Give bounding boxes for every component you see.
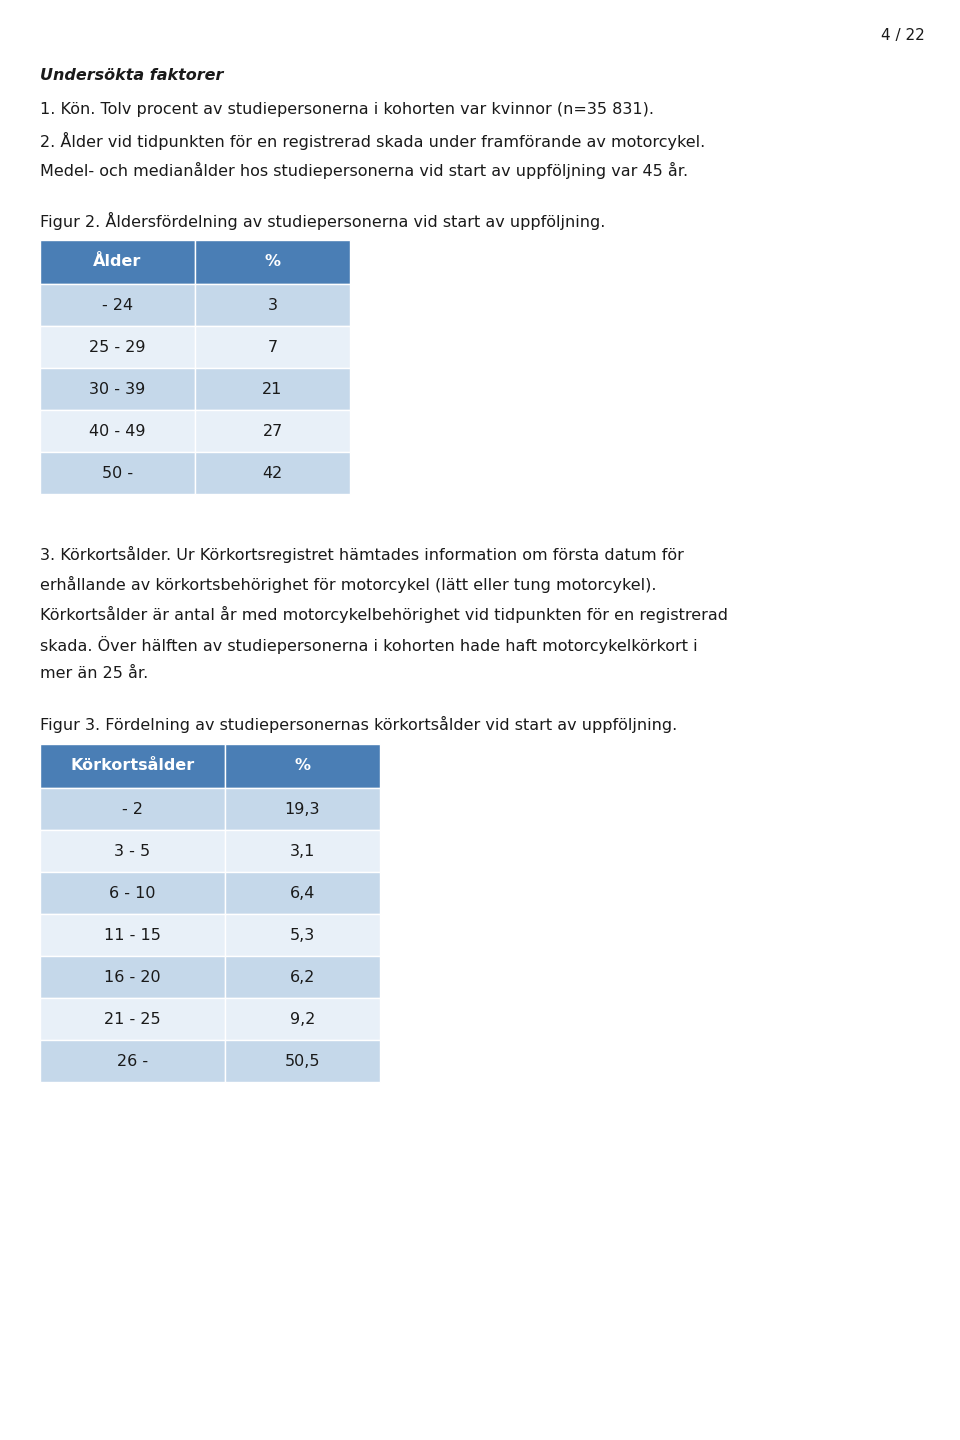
Text: %: % <box>265 255 280 269</box>
Bar <box>40 1040 225 1081</box>
Text: 3 - 5: 3 - 5 <box>114 844 151 858</box>
Bar <box>225 998 380 1040</box>
Text: Undersökta faktorer: Undersökta faktorer <box>40 68 224 84</box>
Text: 16 - 20: 16 - 20 <box>105 969 161 985</box>
Text: 3. Körkortsålder. Ur Körkortsregistret hämtades information om första datum för: 3. Körkortsålder. Ur Körkortsregistret h… <box>40 546 684 563</box>
Text: 30 - 39: 30 - 39 <box>89 382 146 396</box>
Text: - 24: - 24 <box>102 298 133 312</box>
Bar <box>195 452 350 494</box>
Text: 19,3: 19,3 <box>285 802 321 816</box>
Bar <box>195 325 350 369</box>
Text: Figur 3. Fördelning av studiepersonernas körkortsålder vid start av uppföljning.: Figur 3. Fördelning av studiepersonernas… <box>40 716 677 733</box>
Text: - 2: - 2 <box>122 802 143 816</box>
Bar <box>195 369 350 410</box>
Text: 27: 27 <box>262 423 282 439</box>
Bar <box>195 410 350 452</box>
Text: 9,2: 9,2 <box>290 1011 315 1027</box>
Text: mer än 25 år.: mer än 25 år. <box>40 665 148 681</box>
Text: 4 / 22: 4 / 22 <box>881 27 925 43</box>
Text: Körkortsålder är antal år med motorcykelbehörighet vid tidpunkten för en registr: Körkortsålder är antal år med motorcykel… <box>40 606 728 624</box>
Text: 21: 21 <box>262 382 282 396</box>
Bar <box>40 325 195 369</box>
Bar <box>225 788 380 829</box>
Text: 50 -: 50 - <box>102 465 133 481</box>
Text: %: % <box>295 759 310 773</box>
Text: 6,2: 6,2 <box>290 969 315 985</box>
Bar <box>40 956 225 998</box>
Bar <box>225 1040 380 1081</box>
Bar <box>40 240 195 284</box>
Bar <box>40 452 195 494</box>
Bar <box>225 914 380 956</box>
Text: 21 - 25: 21 - 25 <box>105 1011 161 1027</box>
Text: 42: 42 <box>262 465 282 481</box>
Text: 6 - 10: 6 - 10 <box>109 886 156 900</box>
Bar <box>225 829 380 873</box>
Text: 11 - 15: 11 - 15 <box>104 927 161 943</box>
Bar <box>40 998 225 1040</box>
Bar <box>40 744 225 788</box>
Text: 40 - 49: 40 - 49 <box>89 423 146 439</box>
Text: 2. Ålder vid tidpunkten för en registrerad skada under framförande av motorcykel: 2. Ålder vid tidpunkten för en registrer… <box>40 132 706 150</box>
Bar <box>195 240 350 284</box>
Text: skada. Över hälften av studiepersonerna i kohorten hade haft motorcykelkörkort i: skada. Över hälften av studiepersonerna … <box>40 636 698 654</box>
Text: 5,3: 5,3 <box>290 927 315 943</box>
Text: 3: 3 <box>268 298 277 312</box>
Text: Medel- och medianålder hos studiepersonerna vid start av uppföljning var 45 år.: Medel- och medianålder hos studiepersone… <box>40 161 688 179</box>
Bar <box>40 914 225 956</box>
Text: 6,4: 6,4 <box>290 886 315 900</box>
Bar <box>195 284 350 325</box>
Text: Ålder: Ålder <box>93 255 142 269</box>
Bar <box>40 410 195 452</box>
Bar <box>225 873 380 914</box>
Text: erhållande av körkortsbehörighet för motorcykel (lätt eller tung motorcykel).: erhållande av körkortsbehörighet för mot… <box>40 576 657 593</box>
Text: Körkortsålder: Körkortsålder <box>70 759 195 773</box>
Bar <box>225 956 380 998</box>
Text: Figur 2. Åldersfördelning av studiepersonerna vid start av uppföljning.: Figur 2. Åldersfördelning av studieperso… <box>40 212 606 230</box>
Text: 25 - 29: 25 - 29 <box>89 340 146 354</box>
Text: 26 -: 26 - <box>117 1054 148 1068</box>
Text: 50,5: 50,5 <box>285 1054 321 1068</box>
Text: 1. Kön. Tolv procent av studiepersonerna i kohorten var kvinnor (n=35 831).: 1. Kön. Tolv procent av studiepersonerna… <box>40 102 654 117</box>
Bar <box>40 788 225 829</box>
Bar <box>225 744 380 788</box>
Bar <box>40 284 195 325</box>
Bar <box>40 829 225 873</box>
Text: 3,1: 3,1 <box>290 844 315 858</box>
Text: 7: 7 <box>268 340 277 354</box>
Bar <box>40 873 225 914</box>
Bar <box>40 369 195 410</box>
